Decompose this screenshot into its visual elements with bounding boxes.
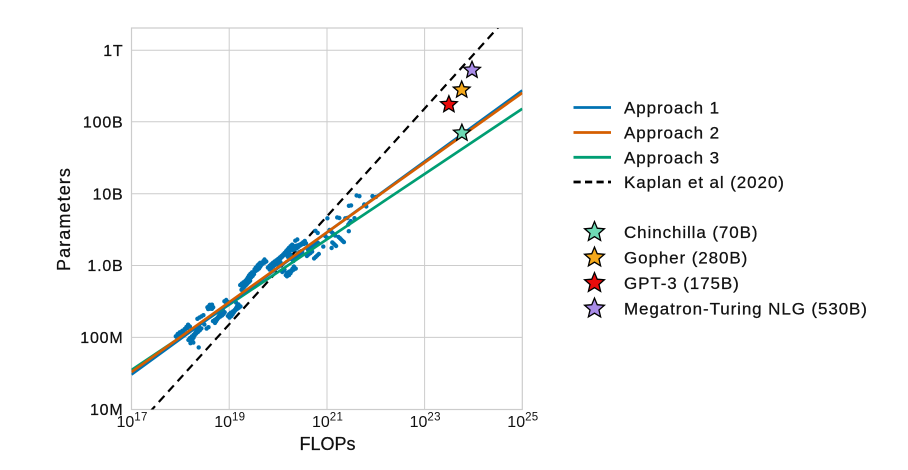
svg-text:GPT-3 (175B): GPT-3 (175B) xyxy=(624,274,740,293)
svg-text:Approach 2: Approach 2 xyxy=(624,124,720,143)
svg-text:100B: 100B xyxy=(83,115,124,132)
svg-text:1T: 1T xyxy=(103,43,123,60)
svg-text:Chinchilla (70B): Chinchilla (70B) xyxy=(624,223,758,242)
svg-text:FLOPs: FLOPs xyxy=(299,434,355,454)
svg-text:10M: 10M xyxy=(90,402,124,419)
svg-text:10B: 10B xyxy=(93,186,124,203)
svg-text:Approach 3: Approach 3 xyxy=(624,148,720,167)
svg-text:1.0B: 1.0B xyxy=(87,258,123,275)
svg-text:Kaplan et al (2020): Kaplan et al (2020) xyxy=(624,173,785,192)
svg-text:Parameters: Parameters xyxy=(54,167,74,271)
svg-text:Approach 1: Approach 1 xyxy=(624,99,720,118)
svg-text:100M: 100M xyxy=(80,330,123,347)
svg-text:Gopher (280B): Gopher (280B) xyxy=(624,249,748,268)
svg-text:Megatron-Turing NLG (530B): Megatron-Turing NLG (530B) xyxy=(624,300,868,319)
